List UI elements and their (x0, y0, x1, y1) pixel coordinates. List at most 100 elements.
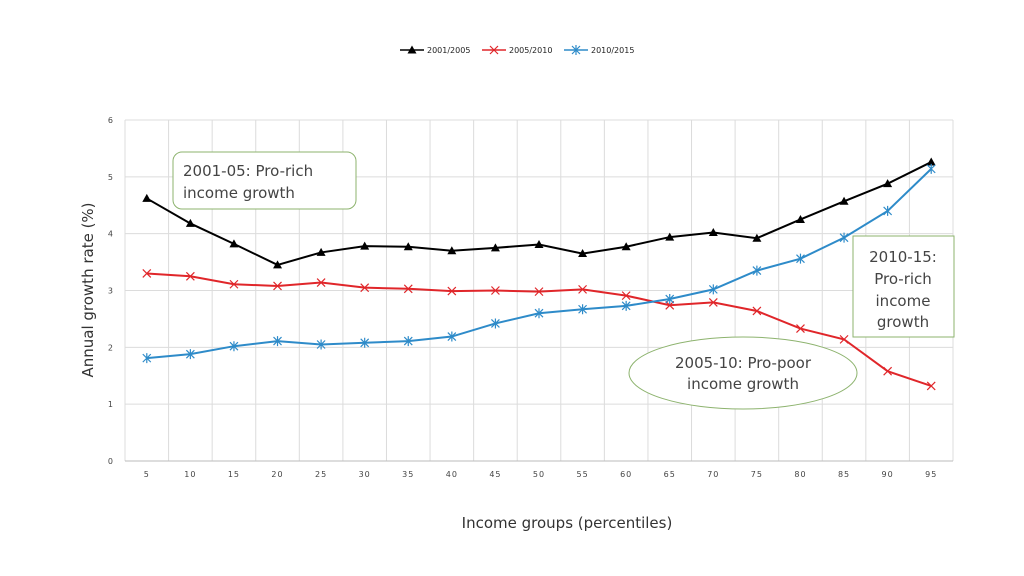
data-point (665, 294, 675, 305)
annotation-line: growth (877, 313, 929, 331)
data-point (229, 279, 239, 289)
x-axis-label: Income groups (percentiles) (462, 514, 673, 532)
data-point (447, 286, 457, 296)
data-point (578, 304, 588, 315)
data-point (883, 366, 893, 376)
legend-label: 2001/2005 (427, 46, 470, 55)
data-point (185, 349, 195, 360)
data-point (796, 324, 805, 334)
data-point (316, 247, 326, 256)
data-point (621, 242, 631, 251)
series-group (142, 157, 936, 391)
data-point (839, 334, 849, 344)
y-tick-label: 2 (108, 343, 114, 352)
data-point (142, 353, 152, 364)
data-point (403, 336, 413, 347)
x-tick-label: 75 (751, 470, 763, 479)
data-point (447, 246, 457, 255)
data-point (926, 163, 936, 174)
x-tick-label: 25 (315, 470, 327, 479)
data-point (185, 271, 195, 281)
data-point (795, 214, 805, 223)
data-point (883, 205, 893, 216)
data-point (534, 308, 544, 319)
data-point (708, 298, 718, 307)
legend-marker (407, 45, 417, 54)
data-point (360, 337, 370, 348)
x-tick-label: 10 (184, 470, 196, 479)
x-tick-label: 65 (664, 470, 676, 479)
annotation-line: 2001-05: Pro-rich (183, 162, 313, 180)
data-point (665, 300, 675, 310)
data-point (839, 232, 849, 243)
data-point (142, 269, 152, 278)
annotation-line: 2005-10: Pro-poor (675, 354, 812, 372)
x-tick-label: 55 (576, 470, 588, 479)
legend-item: 2010/2015 (564, 45, 634, 55)
x-tick-label: 15 (228, 470, 240, 479)
x-tick-label: 90 (882, 470, 894, 479)
data-point (534, 287, 544, 297)
data-point (796, 253, 805, 264)
series-2010-2015 (142, 163, 936, 364)
x-tick-label: 30 (359, 470, 371, 479)
annotation-line: Pro-rich (874, 270, 932, 288)
data-point (316, 339, 326, 350)
data-point (490, 318, 500, 329)
y-tick-label: 3 (108, 287, 114, 296)
data-point (926, 157, 936, 166)
y-tick-label: 1 (108, 400, 114, 409)
x-tick-label: 20 (271, 470, 283, 479)
data-point (229, 341, 239, 352)
legend-marker (489, 45, 499, 55)
data-point (490, 243, 500, 252)
data-point (273, 260, 283, 269)
data-point (316, 278, 326, 287)
data-point (621, 300, 631, 311)
data-point (665, 232, 675, 241)
legend-marker (571, 45, 581, 55)
series-2001-2005 (142, 157, 936, 269)
x-tick-label: 95 (925, 470, 937, 479)
x-tick-label: 40 (446, 470, 458, 479)
y-tick-label: 0 (108, 457, 114, 466)
legend-label: 2005/2010 (509, 46, 552, 55)
legend: 2001/2005 2005/2010 2010/2015 (400, 45, 634, 55)
data-point (360, 241, 370, 250)
x-tick-label: 80 (794, 470, 806, 479)
data-point (752, 265, 762, 276)
data-point (447, 331, 457, 342)
y-tick-label: 4 (108, 230, 114, 239)
y-tick-label: 5 (108, 173, 114, 182)
annotation-2010-15: 2010-15: Pro-rich income growth (852, 235, 955, 338)
series-2005-2010 (142, 269, 936, 391)
annotation-2001-05: 2001-05: Pro-rich income growth (172, 151, 357, 210)
data-point (229, 239, 239, 248)
y-axis-ticks: 0 1 2 3 4 5 6 (108, 116, 114, 466)
legend-label: 2010/2015 (591, 46, 634, 55)
data-point (926, 381, 936, 391)
data-point (185, 218, 195, 227)
x-tick-label: 5 (144, 470, 150, 479)
data-point (752, 233, 762, 242)
data-point (360, 283, 370, 293)
data-point (578, 284, 588, 294)
data-point (403, 242, 413, 251)
legend-item: 2001/2005 (400, 45, 470, 55)
x-tick-label: 50 (533, 470, 545, 479)
annotation-2005-10: 2005-10: Pro-poor income growth (628, 336, 858, 410)
data-point (578, 249, 588, 258)
data-point (273, 336, 282, 347)
x-tick-label: 45 (489, 470, 501, 479)
data-point (490, 286, 500, 295)
data-point (708, 228, 718, 237)
data-point (708, 284, 718, 295)
data-point (142, 193, 152, 202)
annotation-line: income (876, 292, 931, 310)
data-point (273, 281, 282, 291)
x-tick-label: 60 (620, 470, 632, 479)
x-tick-label: 35 (402, 470, 414, 479)
data-point (534, 239, 544, 248)
data-point (752, 306, 762, 316)
